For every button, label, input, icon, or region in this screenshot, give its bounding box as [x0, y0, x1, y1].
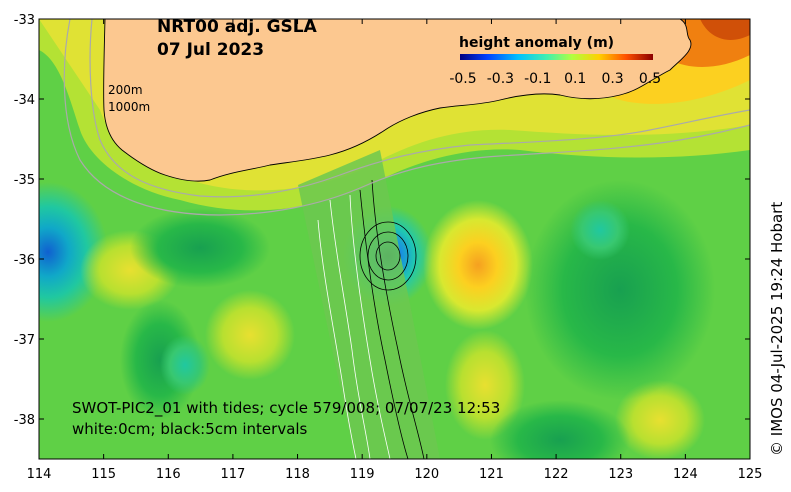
- y-tick-label: -36: [14, 253, 35, 268]
- legend-tick-label: 0.3: [601, 71, 623, 87]
- legend-tick-label: 0.5: [639, 71, 661, 87]
- swot-contours: [317, 179, 425, 459]
- x-tick-label: 120: [414, 467, 439, 482]
- legend-tick-label: 0.1: [564, 71, 586, 87]
- colorbar-legend: height anomaly (m) -0.5 -0.3 -0.1 0.1 0.3 0.5: [449, 35, 661, 87]
- y-tick-label: -38: [14, 413, 35, 428]
- colorbar: [460, 54, 653, 60]
- x-tick-label: 119: [350, 467, 375, 482]
- y-tick-label: -35: [14, 173, 35, 188]
- x-tick-label: 117: [220, 467, 245, 482]
- credit-text: © IMOS 04-Jul-2025 19:24 Hobart: [768, 202, 786, 456]
- map-date: 07 Jul 2023: [157, 40, 264, 60]
- x-tick-label: 114: [27, 467, 52, 482]
- isobath-lines: [63, 19, 750, 216]
- warm-eddy: [423, 200, 533, 330]
- isobath-label-200m: 200m: [108, 83, 143, 97]
- map-title: NRT00 adj. GSLA: [157, 17, 318, 37]
- legend-tick-label: -0.1: [524, 71, 551, 87]
- x-tick-label: 121: [479, 467, 504, 482]
- x-tick-label: 122: [544, 467, 569, 482]
- y-tick-label: -34: [14, 93, 35, 108]
- x-tick-label: 123: [608, 467, 633, 482]
- legend-tick-label: -0.3: [487, 71, 514, 87]
- legend-tick-label: -0.5: [449, 71, 476, 87]
- legend-title: height anomaly (m): [459, 35, 614, 51]
- swot-annotation-line2: white:0cm; black:5cm intervals: [72, 420, 308, 438]
- y-tick-label: -33: [14, 13, 35, 28]
- y-axis: -33 -34 -35 -36 -37 -38: [14, 13, 750, 428]
- swot-annotation-line1: SWOT-PIC2_01 with tides; cycle 579/008; …: [72, 399, 500, 418]
- x-tick-label: 115: [91, 467, 116, 482]
- x-tick-label: 116: [156, 467, 181, 482]
- x-axis: 114 115 116 117 118 119 120 121 122 123 124 125: [27, 19, 763, 482]
- x-tick-label: 124: [673, 467, 698, 482]
- x-tick-label: 118: [285, 467, 310, 482]
- x-tick-label: 125: [738, 467, 763, 482]
- plot-frame: [38, 18, 751, 460]
- isobath-label-1000m: 1000m: [108, 100, 150, 114]
- y-tick-label: -37: [14, 333, 35, 348]
